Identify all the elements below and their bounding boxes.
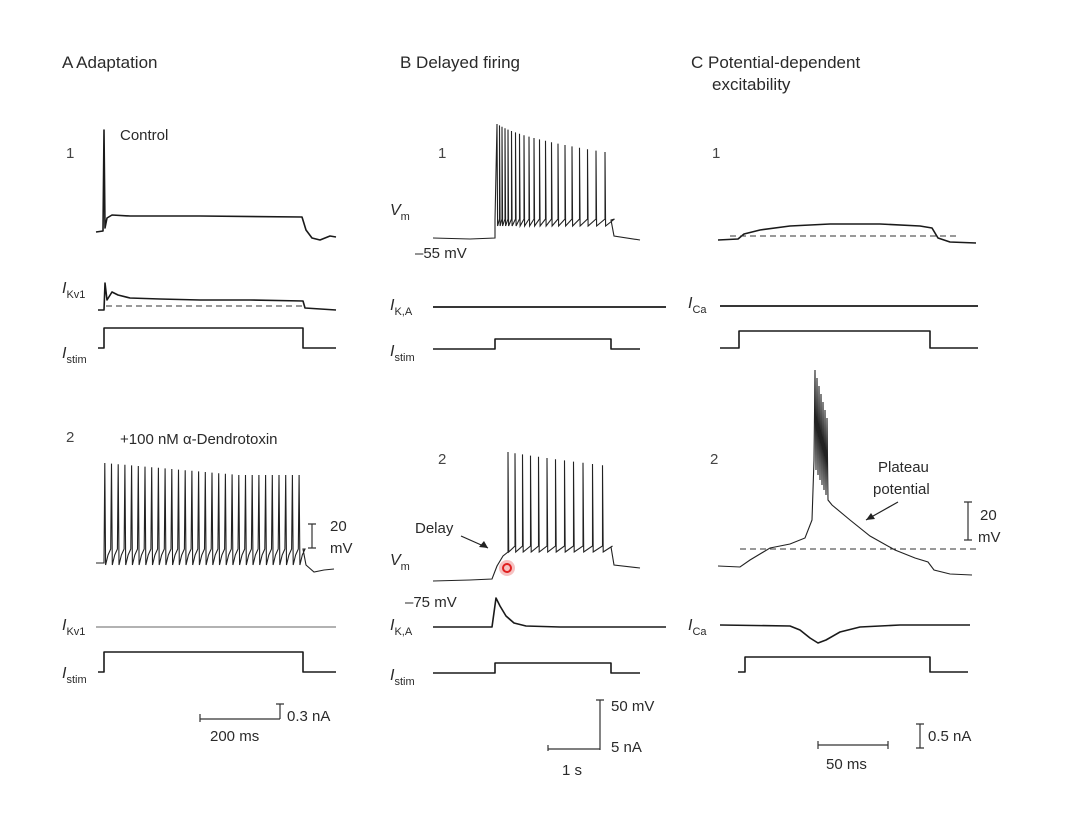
panel-b-row1-number: 1: [438, 145, 446, 162]
panel-b2-voltage-trace: [432, 451, 641, 582]
panel-c-scale-i: 0.5 nA: [928, 728, 971, 745]
panel-a-control-label: Control: [120, 127, 168, 144]
panel-b2-vm-label: Vm: [390, 552, 410, 573]
panel-c2-ica-trace: [719, 624, 970, 644]
panel-b-scale-t: 1 s: [562, 762, 582, 779]
panel-c2-voltage-trace: [717, 369, 973, 576]
panel-c-current-scalebar: [916, 723, 924, 749]
panel-a1-stim-label: Istim: [62, 345, 87, 366]
panel-b-scale-v: 50 mV: [611, 698, 654, 715]
panel-c-header-line1: C Potential-dependent: [691, 53, 860, 72]
panel-b2-delay-arrowhead: [479, 541, 488, 548]
panel-b2-stim-label: Istim: [390, 667, 415, 688]
panel-a-scale-t: 200 ms: [210, 728, 259, 745]
panel-a2-stim-trace: [98, 651, 336, 673]
panel-b1-vm-label: Vm: [390, 202, 410, 223]
panel-b1-current-label: IK,A: [390, 297, 413, 318]
panel-a: A Adaptation 1 Control IKv1 Istim 2 +100…: [62, 53, 353, 745]
panel-b2-stim-trace: [433, 662, 640, 674]
panel-c2-scale-v-unit: mV: [978, 529, 1001, 546]
panel-c1-stim-trace: [720, 330, 978, 349]
panel-c-row1-number: 1: [712, 145, 720, 162]
panel-b2-resting-potential: –75 mV: [405, 594, 457, 611]
panel-c2-voltage-scalebar: [964, 501, 972, 541]
panel-b1-resting-potential: –55 mV: [415, 245, 467, 262]
panel-c1-voltage-trace: [717, 223, 977, 244]
panel-a-header: A Adaptation: [62, 53, 157, 72]
panel-a-scalebar: [199, 703, 284, 722]
panel-c-scale-t: 50 ms: [826, 756, 867, 773]
panel-a1-ikv1-trace: [98, 282, 337, 311]
panel-a2-spike-train: [96, 462, 335, 573]
panel-c2-current-label: ICa: [688, 617, 707, 638]
panel-a1-current-label: IKv1: [62, 280, 85, 301]
panel-c-time-scalebar: [817, 741, 889, 749]
panel-c2-plateau-label-line2: potential: [873, 481, 930, 498]
panel-c1-current-label: ICa: [688, 295, 707, 316]
panel-a2-scale-v: 20: [330, 518, 347, 535]
panel-b: B Delayed firing 1 Vm –55 mV IK,A Istim …: [390, 53, 666, 779]
panel-b-scale-i: 5 nA: [611, 739, 642, 756]
panel-a-row1-number: 1: [66, 145, 74, 162]
panel-b2-delay-label: Delay: [415, 520, 454, 537]
panel-a1-stim-trace: [98, 327, 336, 349]
panel-c: C Potential-dependent excitability 1 ICa…: [688, 53, 1001, 773]
panel-b2-marker: [502, 563, 512, 573]
panel-a2-stim-label: Istim: [62, 665, 87, 686]
panel-b1-stim-label: Istim: [390, 343, 415, 364]
panel-a-dendrotoxin-label: +100 nM α-Dendrotoxin: [120, 431, 278, 448]
panel-c2-stim-trace: [738, 656, 968, 673]
panel-a2-scale-v-unit: mV: [330, 540, 353, 557]
panel-a2-voltage-scalebar: [308, 523, 316, 549]
panel-b-header: B Delayed firing: [400, 53, 520, 72]
panel-b-row2-number: 2: [438, 451, 446, 468]
panel-b2-marker-glow: [499, 560, 515, 576]
panel-c2-plateau-label-line1: Plateau: [878, 459, 929, 476]
panel-b2-ika-trace: [433, 597, 666, 628]
panel-b-scalebar: [547, 699, 604, 751]
panel-c-row2-number: 2: [710, 451, 718, 468]
panel-c-header-line2: excitability: [712, 75, 791, 94]
panel-c2-scale-v: 20: [980, 507, 997, 524]
panel-a-row2-number: 2: [66, 429, 74, 446]
panel-b1-stim-trace: [433, 338, 640, 350]
panel-a2-current-label: IKv1: [62, 617, 85, 638]
panel-b2-current-label: IK,A: [390, 617, 413, 638]
panel-b1-voltage-trace: [432, 123, 641, 241]
panel-a1-voltage-trace: [95, 129, 337, 241]
panel-c2-plateau-arrowhead: [866, 513, 875, 520]
panel-a-scale-i: 0.3 nA: [287, 708, 330, 725]
